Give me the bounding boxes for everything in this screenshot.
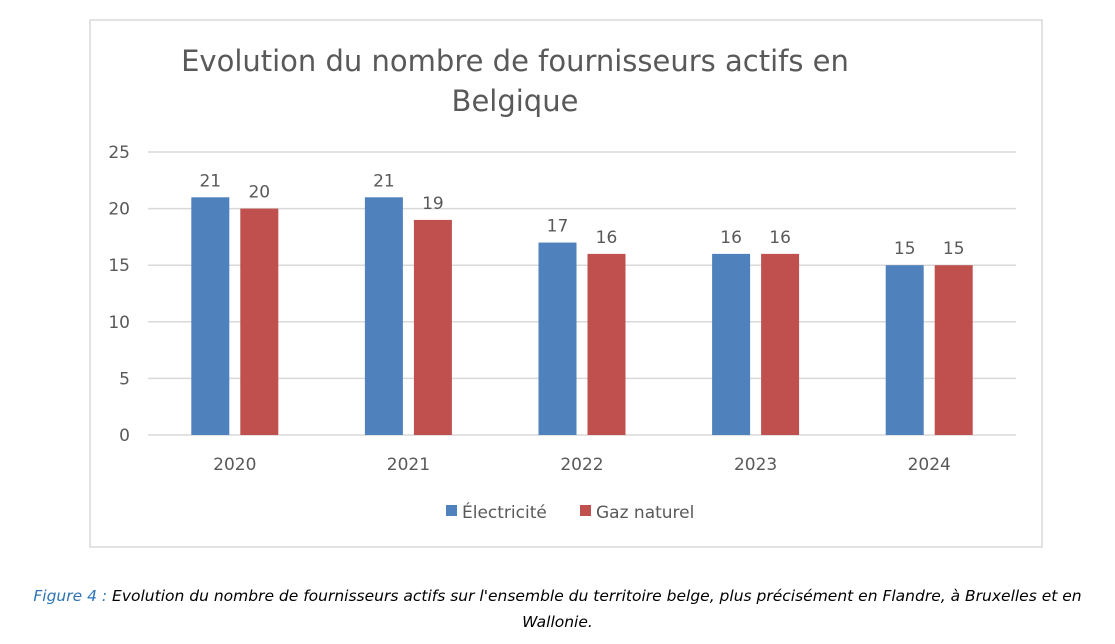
- legend-label-gaz-naturel: Gaz naturel: [596, 503, 694, 523]
- data-label-electricite-2021: 21: [373, 171, 395, 191]
- bar-electricite-2022: [538, 242, 577, 435]
- bar-gaz-naturel-2021: [413, 219, 452, 435]
- data-label-electricite-2023: 16: [720, 228, 742, 248]
- bar-electricite-2023: [712, 253, 751, 435]
- x-tick-label-2023: 2023: [734, 455, 777, 475]
- data-label-gaz-naturel-2021: 19: [422, 194, 444, 214]
- bar-gaz-naturel-2022: [587, 253, 626, 435]
- y-tick-label-10: 10: [108, 313, 130, 333]
- y-tick-label-5: 5: [119, 369, 130, 389]
- x-tick-label-2020: 2020: [213, 455, 256, 475]
- data-label-electricite-2022: 17: [547, 217, 569, 237]
- x-tick-label-2024: 2024: [908, 455, 951, 475]
- y-tick-label-15: 15: [108, 256, 130, 276]
- chart-title-line-1: Evolution du nombre de fournisseurs acti…: [181, 44, 849, 78]
- bar-gaz-naturel-2024: [934, 265, 973, 435]
- y-tick-label-25: 25: [108, 143, 130, 163]
- bar-gaz-naturel-2023: [761, 253, 800, 435]
- data-label-gaz-naturel-2022: 16: [596, 228, 618, 248]
- data-label-electricite-2024: 15: [894, 239, 916, 259]
- legend-label-electricite: Électricité: [462, 501, 547, 523]
- bar-electricite-2021: [364, 197, 403, 435]
- figure-caption-label: Figure 4 :: [33, 587, 113, 605]
- bar-electricite-2024: [885, 265, 924, 435]
- data-label-gaz-naturel-2024: 15: [943, 239, 965, 259]
- bar-chart: Evolution du nombre de fournisseurs acti…: [89, 19, 1043, 548]
- chart-title-line-2: Belgique: [452, 84, 579, 118]
- figure-caption: Figure 4 : Evolution du nombre de fourni…: [20, 583, 1095, 635]
- data-label-gaz-naturel-2020: 20: [248, 183, 270, 203]
- x-tick-label-2022: 2022: [560, 455, 603, 475]
- y-tick-label-20: 20: [108, 200, 130, 220]
- x-tick-label-2021: 2021: [387, 455, 430, 475]
- bar-gaz-naturel-2020: [240, 208, 279, 435]
- chart-container: Evolution du nombre de fournisseurs acti…: [89, 19, 1043, 548]
- data-label-gaz-naturel-2023: 16: [769, 228, 791, 248]
- y-tick-label-0: 0: [119, 426, 130, 446]
- legend-swatch-electricite: [446, 505, 457, 516]
- figure-caption-text: Evolution du nombre de fournisseurs acti…: [112, 587, 1082, 631]
- data-label-electricite-2020: 21: [199, 171, 221, 191]
- legend-swatch-gaz-naturel: [580, 505, 591, 516]
- bar-electricite-2020: [191, 197, 230, 435]
